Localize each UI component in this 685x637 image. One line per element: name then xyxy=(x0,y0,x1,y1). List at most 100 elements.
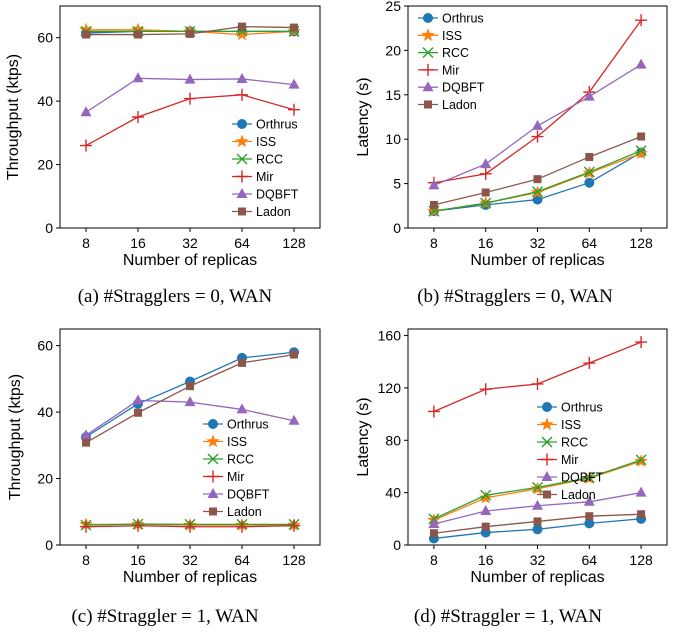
y-tick-label: 20 xyxy=(37,157,53,173)
y-tick-label: 40 xyxy=(37,404,53,420)
data-point-rcc xyxy=(480,489,492,501)
data-point-ladon xyxy=(637,132,646,141)
x-tick-label: 32 xyxy=(530,235,546,251)
legend-marker-dqbft xyxy=(541,471,553,481)
chart-panel-3: 0 20 40 60 8 16 32 64 128 Number of replicas Throu… xyxy=(7,328,321,627)
x-tick-label: 128 xyxy=(282,235,306,251)
data-point-rcc xyxy=(480,197,492,209)
data-point-ladon xyxy=(533,517,542,526)
data-point-mir xyxy=(288,519,300,532)
x-tick-label: 8 xyxy=(430,552,438,568)
series-mir xyxy=(80,88,300,152)
x-tick-label: 128 xyxy=(629,552,653,568)
legend-label-orthrus: Orthrus xyxy=(227,418,269,432)
legend-label-dqbft: DQBFT xyxy=(561,471,604,485)
legend-label-rcc: RCC xyxy=(442,46,469,60)
legend-marker-orthrus xyxy=(208,419,218,429)
data-point-rcc xyxy=(635,145,647,157)
x-axis-label: Number of replicas xyxy=(123,569,257,586)
data-point-mir xyxy=(583,357,596,370)
legend: Orthrus ISS RCC Mir DQBFT Ladon xyxy=(203,418,270,519)
series-rcc xyxy=(428,145,647,217)
data-point-ladon xyxy=(429,200,438,209)
data-point-ladon xyxy=(481,188,490,197)
series-mir xyxy=(427,336,648,418)
data-point-dqbft xyxy=(428,518,440,529)
legend-label-mir: Mir xyxy=(561,453,578,467)
legend-marker-orthrus xyxy=(237,119,247,129)
y-tick-label: 160 xyxy=(378,328,402,344)
data-point-orthrus xyxy=(532,524,543,535)
y-axis-label: Latency (s) xyxy=(355,77,372,156)
legend-label-iss: ISS xyxy=(442,29,462,43)
data-point-dqbft xyxy=(583,495,595,506)
series-rcc xyxy=(428,454,647,525)
legend-label-orthrus: Orthrus xyxy=(442,12,484,26)
y-axis-label: Throughput (ktps) xyxy=(7,374,24,500)
legend: Orthrus ISS RCC Mir DQBFT Ladon xyxy=(418,12,485,112)
x-tick-label: 64 xyxy=(582,235,598,251)
data-point-ladon xyxy=(429,529,438,538)
series-dqbft xyxy=(80,394,300,440)
legend-label-ladon: Ladon xyxy=(227,505,262,519)
chart-panel-2: 0 5 10 15 20 25 8 16 32 64 128 Number of replicas La… xyxy=(355,0,668,307)
data-point-rcc xyxy=(532,481,543,493)
data-point-rcc xyxy=(635,454,647,466)
x-tick-label: 16 xyxy=(130,235,146,251)
x-tick-label: 64 xyxy=(234,235,250,251)
legend-marker-mir xyxy=(422,63,434,76)
data-point-ladon xyxy=(290,23,298,32)
data-point-mir xyxy=(635,14,648,27)
data-point-mir xyxy=(184,520,196,533)
y-tick-label: 120 xyxy=(378,380,402,396)
legend-label-mir: Mir xyxy=(256,170,273,184)
legend: Orthrus ISS RCC Mir DQBFT Ladon xyxy=(537,401,604,502)
panel-caption: (a) #Stragglers = 0, WAN xyxy=(78,286,273,307)
data-point-dqbft xyxy=(288,414,300,425)
legend-label-ladon: Ladon xyxy=(256,205,291,219)
legend: Orthrus ISS RCC Mir DQBFT Ladon xyxy=(232,118,299,219)
series-ladon xyxy=(82,22,298,39)
chart-panel-4: 0 40 80 120 160 8 16 32 64 128 Number of replicas L… xyxy=(355,328,668,627)
legend-marker-iss xyxy=(421,28,435,41)
data-point-dqbft xyxy=(184,396,196,407)
data-point-mir xyxy=(132,111,144,123)
legend-marker-rcc xyxy=(236,153,248,165)
legend-label-rcc: RCC xyxy=(561,436,588,450)
data-point-dqbft xyxy=(635,58,647,69)
data-point-dqbft xyxy=(288,78,300,89)
legend-marker-mir xyxy=(541,453,553,466)
data-point-dqbft xyxy=(428,179,440,190)
y-tick-label: 60 xyxy=(37,30,53,46)
data-point-rcc xyxy=(532,186,543,198)
x-axis-label: Number of replicas xyxy=(470,252,604,269)
panel-caption: (d) #Straggler = 1, WAN xyxy=(414,606,602,627)
x-tick-label: 16 xyxy=(130,552,146,568)
data-point-mir xyxy=(635,336,648,349)
data-point-dqbft xyxy=(480,158,492,169)
data-point-ladon xyxy=(533,175,542,184)
data-point-mir xyxy=(531,377,544,390)
legend-marker-mir xyxy=(236,170,248,183)
legend-marker-mir xyxy=(207,470,219,483)
legend-marker-orthrus xyxy=(542,402,552,412)
x-axis-label: Number of replicas xyxy=(123,252,257,269)
x-tick-label: 128 xyxy=(282,552,306,568)
data-point-mir xyxy=(236,520,248,533)
data-point-dqbft xyxy=(132,394,144,405)
data-point-ladon xyxy=(134,408,142,417)
legend-label-dqbft: DQBFT xyxy=(227,488,270,502)
data-point-ladon xyxy=(82,438,90,447)
data-point-dqbft xyxy=(583,90,595,101)
data-point-rcc xyxy=(583,472,595,484)
data-point-ladon xyxy=(82,30,90,39)
legend-label-rcc: RCC xyxy=(227,453,254,467)
data-point-ladon xyxy=(585,512,594,521)
y-tick-label: 0 xyxy=(393,537,401,553)
x-tick-label: 64 xyxy=(234,552,250,568)
data-point-mir xyxy=(288,103,300,116)
x-tick-label: 16 xyxy=(478,552,494,568)
x-tick-label: 8 xyxy=(82,552,90,568)
legend-marker-iss xyxy=(206,434,220,448)
data-point-ladon xyxy=(186,382,194,391)
